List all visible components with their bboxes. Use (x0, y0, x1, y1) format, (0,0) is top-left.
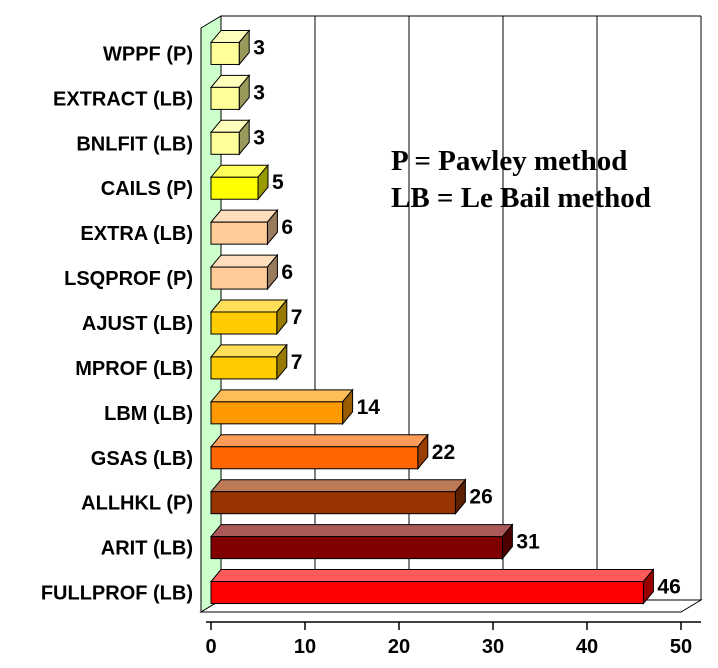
category-label: EXTRACT (LB) (53, 88, 193, 110)
bar (209, 118, 251, 156)
x-tick-label: 20 (388, 636, 410, 658)
bar (209, 298, 288, 336)
data-label: 6 (281, 216, 293, 239)
x-tick-labels: 0 10 20 30 40 50 (205, 636, 692, 658)
bar-top-face (209, 434, 429, 448)
bar-front-face (210, 86, 240, 110)
bar (209, 568, 655, 605)
bar-top-face (209, 569, 655, 583)
category-label: EXTRA (LB) (80, 223, 193, 245)
bar (209, 523, 514, 560)
category-labels: WPPF (P) EXTRACT (LB) BNLFIT (LB) CAILS (P)… (41, 43, 193, 604)
bar-top-face (209, 479, 467, 493)
category-label: ARIT (LB) (101, 538, 193, 560)
axes (206, 621, 701, 630)
category-label: BNLFIT (LB) (76, 133, 193, 155)
bar-front-face (210, 356, 278, 380)
bar-front-face (210, 131, 240, 155)
bar-front-face (210, 176, 259, 200)
bar (209, 29, 251, 66)
data-label: 22 (432, 441, 455, 464)
data-label: 6 (281, 261, 293, 284)
data-label: 7 (291, 351, 303, 374)
bar-front-face (210, 221, 268, 245)
x-tick-label: 0 (205, 636, 216, 658)
bar-front-face (210, 266, 268, 290)
x-tick-label: 40 (576, 636, 598, 658)
bars (209, 29, 655, 605)
x-tick-label: 10 (294, 636, 316, 658)
data-label: 14 (357, 396, 381, 419)
category-label: ALLHKL (P) (81, 493, 193, 515)
bar (209, 343, 288, 381)
data-label: 3 (253, 81, 265, 104)
bar-top-face (209, 524, 514, 538)
bar-front-face (210, 401, 344, 425)
category-label: CAILS (P) (101, 178, 193, 200)
data-label: 46 (657, 576, 680, 599)
x-tick-label: 50 (670, 636, 692, 658)
bar (209, 74, 251, 111)
category-label: WPPF (P) (103, 43, 193, 65)
bar (209, 163, 270, 201)
data-label: 3 (253, 126, 265, 149)
bar (209, 253, 279, 291)
category-label: MPROF (LB) (75, 358, 193, 380)
bar-front-face (210, 41, 240, 65)
bar (209, 478, 467, 516)
bar-top-face (209, 209, 279, 223)
legend-note-pawley: P = Pawley method (391, 145, 627, 177)
category-label: GSAS (LB) (91, 448, 193, 470)
data-label: 7 (291, 306, 303, 329)
category-label: LSQPROF (P) (64, 268, 193, 290)
bar-top-face (209, 344, 288, 358)
gridlines (304, 16, 598, 613)
bar (209, 388, 354, 426)
bar-front-face (210, 311, 278, 335)
data-label: 5 (272, 171, 284, 194)
bar-top-face (209, 254, 279, 268)
bar-front-face (210, 536, 503, 560)
bar-front-face (210, 581, 644, 605)
category-label: AJUST (LB) (82, 313, 193, 335)
data-label: 31 (516, 531, 540, 554)
legend-note-lebail: LB = Le Bail method (391, 182, 651, 214)
data-label: 26 (469, 486, 492, 509)
bar-top-face (209, 389, 354, 403)
bar-front-face (210, 446, 419, 470)
data-label: 3 (253, 36, 265, 59)
x-tick-label: 30 (482, 636, 504, 658)
bar-front-face (210, 491, 456, 515)
bar (209, 433, 429, 471)
bar (209, 208, 279, 246)
bar-top-face (209, 299, 288, 313)
category-label: LBM (LB) (104, 403, 193, 425)
category-label: FULLPROF (LB) (41, 583, 193, 605)
